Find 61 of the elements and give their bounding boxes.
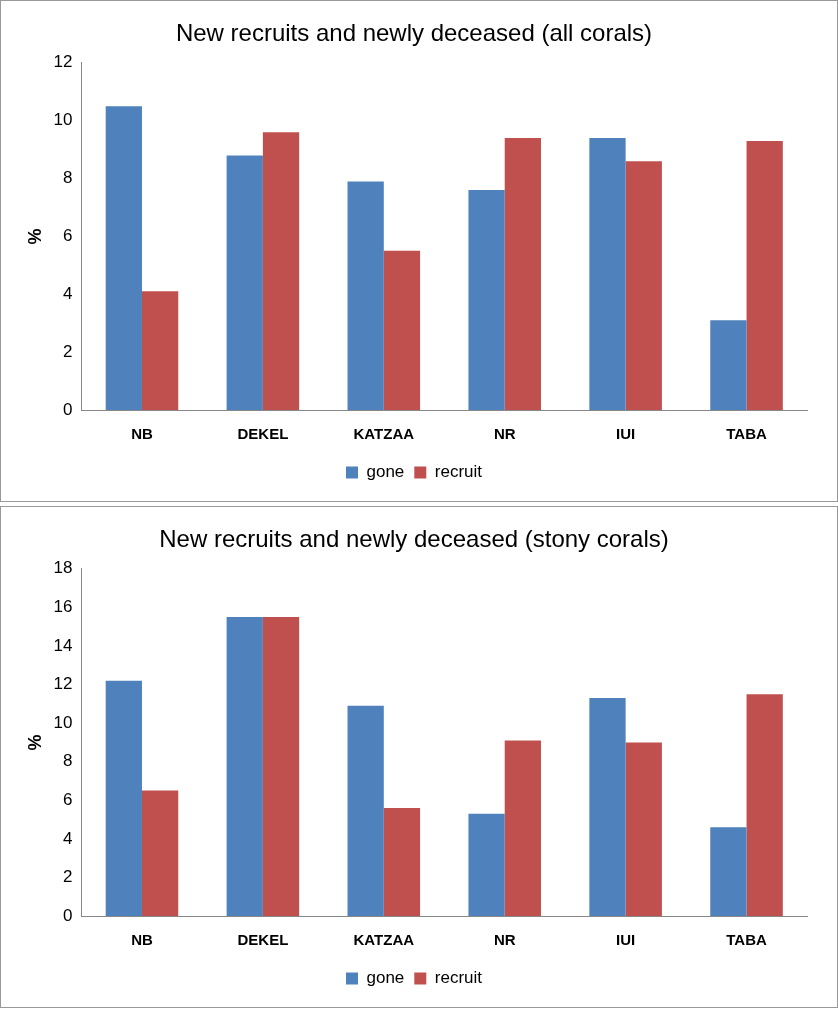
x-tick-label: KATZAA [353,425,415,443]
bar [347,181,384,410]
bar [262,132,300,410]
bar [504,138,541,410]
y-tick-label: 16 [53,597,73,617]
x-tick-label: TABA [726,931,767,949]
x-tick-label: IUI [616,425,636,443]
y-tick-label: 10 [53,110,73,130]
x-tick-label: TABA [726,425,767,443]
chart-title: New recruits and newly deceased (all corals) [175,19,653,47]
y-tick-label: 8 [63,751,73,771]
bar [625,742,662,916]
bar [141,291,179,410]
y-tick-label: 12 [53,674,73,694]
legend-label: recruit [434,462,483,482]
bar [746,140,783,410]
bar [468,190,505,410]
y-tick-label: 2 [63,867,73,887]
y-tick-label: 4 [63,828,73,848]
y-tick-label: 6 [63,789,73,809]
bar [383,250,421,410]
x-tick-label: KATZAA [353,931,415,949]
x-tick-label: NR [493,931,516,949]
y-tick-label: 12 [53,52,73,72]
y-tick-label: 8 [63,168,73,188]
y-tick-label: 18 [53,558,73,578]
bar [589,698,626,916]
y-tick-label: 4 [63,283,73,303]
y-tick-label: 2 [63,341,73,361]
bar [589,138,626,410]
y-tick-label: 10 [53,712,73,732]
bar [746,694,783,916]
x-tick-label: IUI [616,931,636,949]
bar [105,680,142,916]
x-tick-label: DEKEL [237,931,289,949]
y-tick-label: 0 [63,905,73,925]
bar [468,813,505,916]
y-tick-label: 0 [63,399,73,419]
bar [226,155,263,410]
bar [347,705,384,916]
bar [105,106,142,410]
y-tick-label: 6 [63,226,73,246]
x-tick-label: NB [131,931,153,949]
y-axis-title: % [24,228,45,245]
y-tick-label: 14 [53,635,73,655]
legend-label: gone [366,968,405,988]
x-tick-label: NB [131,425,153,443]
bar [141,790,179,916]
bar [625,161,662,410]
chart-title: New recruits and newly deceased (stony corals) [159,525,669,553]
legend-label: gone [366,462,405,482]
y-axis-title: % [24,734,45,751]
bar [710,827,747,916]
bar [262,617,300,916]
x-tick-label: NR [493,425,516,443]
legend-label: recruit [434,968,483,988]
bar [504,740,541,916]
bar [383,807,421,916]
bar [226,617,263,916]
bar [710,320,747,410]
x-tick-label: DEKEL [237,425,289,443]
